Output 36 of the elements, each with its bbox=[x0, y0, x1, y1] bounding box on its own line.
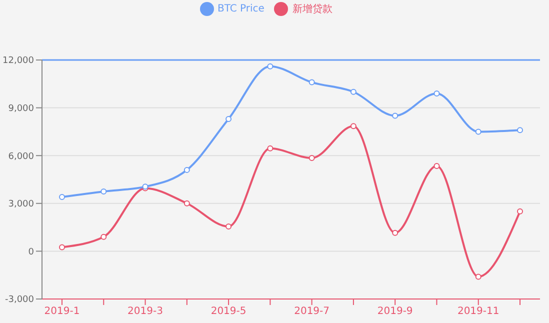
x-tick-label: 2019-1 bbox=[44, 306, 80, 318]
point bbox=[392, 112, 398, 119]
x-tick-label: 2019-5 bbox=[210, 306, 246, 318]
point bbox=[517, 127, 523, 134]
x-tick-label: 2019-3 bbox=[128, 306, 163, 318]
y-tick-label: 12,000 bbox=[2, 56, 34, 66]
point bbox=[392, 230, 398, 236]
point bbox=[100, 188, 107, 194]
point bbox=[350, 88, 356, 95]
point bbox=[267, 145, 274, 152]
x-tick-label: 2019-7 bbox=[294, 306, 330, 318]
x-tick-label: 2019-11 bbox=[457, 306, 500, 318]
x-tick-label: 2019-9 bbox=[377, 306, 413, 318]
point bbox=[434, 162, 440, 169]
point bbox=[59, 244, 65, 250]
point bbox=[267, 63, 274, 70]
y-tick-label: 0 bbox=[28, 247, 34, 258]
point bbox=[100, 234, 107, 240]
point bbox=[59, 194, 65, 200]
point bbox=[308, 154, 315, 161]
point bbox=[184, 166, 190, 173]
point bbox=[226, 224, 232, 230]
point bbox=[434, 90, 440, 96]
point bbox=[308, 79, 315, 86]
point bbox=[184, 200, 190, 206]
point bbox=[475, 274, 482, 280]
legend-label: BTC Price bbox=[218, 4, 264, 15]
y-tick-label: -3,000 bbox=[4, 295, 34, 306]
point bbox=[517, 208, 523, 214]
legend-label: 新增贷款 bbox=[292, 4, 332, 15]
y-tick-label: 6,000 bbox=[8, 152, 34, 162]
point bbox=[475, 128, 482, 135]
y-tick-label: 3,000 bbox=[8, 200, 34, 210]
point bbox=[350, 123, 356, 130]
y-tick-label: 9,000 bbox=[8, 104, 34, 114]
point bbox=[226, 116, 232, 122]
